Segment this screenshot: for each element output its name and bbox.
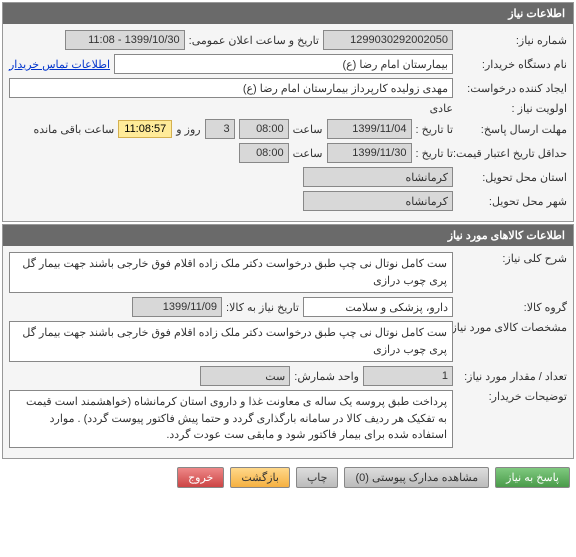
days-remain: 3 xyxy=(205,119,235,139)
priority-value: عادی xyxy=(430,102,453,115)
goods-header: اطلاعات کالاهای مورد نیاز xyxy=(3,225,573,246)
row-city: شهر محل تحویل: کرمانشاه xyxy=(9,191,567,211)
validity-date: 1399/11/30 xyxy=(327,143,412,163)
deadline-label: مهلت ارسال پاسخ: xyxy=(457,123,567,136)
row-deadline: مهلت ارسال پاسخ: تا تاریخ : 1399/11/04 س… xyxy=(9,119,567,139)
unit-label: واحد شمارش: xyxy=(294,370,359,383)
spec-label: مشخصات کالای مورد نیاز: xyxy=(457,321,567,334)
row-validity: حداقل تاریخ اعتبار قیمت: تا تاریخ : 1399… xyxy=(9,143,567,163)
spec-value: ست کامل نوتال نی چپ طبق درخواست دکتر ملک… xyxy=(9,321,453,362)
notes-label: توضیحات خریدار: xyxy=(457,390,567,403)
validity-time: 08:00 xyxy=(239,143,289,163)
qty-label: تعداد / مقدار مورد نیاز: xyxy=(457,370,567,383)
deadline-time: 08:00 xyxy=(239,119,289,139)
goods-body: شرح کلی نیاز: ست کامل نوتال نی چپ طبق در… xyxy=(3,246,573,458)
need-info-panel: اطلاعات نیاز شماره نیاز: 129903029200205… xyxy=(2,2,574,222)
deadline-date: 1399/11/04 xyxy=(327,119,412,139)
time-label-1: ساعت xyxy=(293,123,323,136)
province-label: استان محل تحویل: xyxy=(457,171,567,184)
exit-button[interactable]: خروج xyxy=(177,467,224,488)
row-group: گروه کالا: دارو، پزشکی و سلامت تاریخ نیا… xyxy=(9,297,567,317)
need-number-label: شماره نیاز: xyxy=(457,34,567,47)
announce-label: تاریخ و ساعت اعلان عمومی: xyxy=(189,34,319,47)
requester-value: مهدی زولیده کارپرداز بیمارستان امام رضا … xyxy=(9,78,453,98)
button-row: پاسخ به نیاز مشاهده مدارک پیوستی (0) چاپ… xyxy=(0,461,576,494)
attachments-button[interactable]: مشاهده مدارک پیوستی (0) xyxy=(344,467,489,488)
row-need-number: شماره نیاز: 1299030292002050 تاریخ و ساع… xyxy=(9,30,567,50)
desc-value: ست کامل نوتال نی چپ طبق درخواست دکتر ملک… xyxy=(9,252,453,293)
days-label: روز و xyxy=(176,123,200,136)
unit-value: ست xyxy=(200,366,290,386)
need-number-value: 1299030292002050 xyxy=(323,30,453,50)
row-desc: شرح کلی نیاز: ست کامل نوتال نی چپ طبق در… xyxy=(9,252,567,293)
row-qty: تعداد / مقدار مورد نیاز: 1 واحد شمارش: س… xyxy=(9,366,567,386)
priority-label: اولویت نیاز : xyxy=(457,102,567,115)
announce-value: 1399/10/30 - 11:08 xyxy=(65,30,185,50)
validity-label: حداقل تاریخ اعتبار قیمت: xyxy=(457,147,567,160)
need-info-body: شماره نیاز: 1299030292002050 تاریخ و ساع… xyxy=(3,24,573,221)
province-value: کرمانشاه xyxy=(303,167,453,187)
goods-panel: اطلاعات کالاهای مورد نیاز شرح کلی نیاز: … xyxy=(2,224,574,459)
remain-label: ساعت باقی مانده xyxy=(34,123,115,136)
row-priority: اولویت نیاز : عادی xyxy=(9,102,567,115)
to-label: تا تاریخ : xyxy=(416,123,453,136)
row-spec: مشخصات کالای مورد نیاز: ست کامل نوتال نی… xyxy=(9,321,567,362)
print-button[interactable]: چاپ xyxy=(296,467,339,488)
notes-value: پرداخت طبق پروسه یک ساله ی معاونت غذا و … xyxy=(9,390,453,448)
back-button[interactable]: بازگشت xyxy=(230,467,290,488)
buyer-value: بیمارستان امام رضا (ع) xyxy=(114,54,453,74)
group-label: گروه کالا: xyxy=(457,301,567,314)
goods-date-label: تاریخ نیاز به کالا: xyxy=(226,301,299,314)
reply-button[interactable]: پاسخ به نیاز xyxy=(495,467,570,488)
requester-label: ایجاد کننده درخواست: xyxy=(457,82,567,95)
buyer-label: نام دستگاه خریدار: xyxy=(457,58,567,71)
to-label-2: تا تاریخ : xyxy=(416,147,453,160)
row-buyer: نام دستگاه خریدار: بیمارستان امام رضا (ع… xyxy=(9,54,567,74)
group-value: دارو، پزشکی و سلامت xyxy=(303,297,453,317)
city-value: کرمانشاه xyxy=(303,191,453,211)
city-label: شهر محل تحویل: xyxy=(457,195,567,208)
row-notes: توضیحات خریدار: پرداخت طبق پروسه یک ساله… xyxy=(9,390,567,448)
contact-link[interactable]: اطلاعات تماس خریدار xyxy=(9,58,110,71)
desc-label: شرح کلی نیاز: xyxy=(457,252,567,265)
goods-date: 1399/11/09 xyxy=(132,297,222,317)
time-remain: 11:08:57 xyxy=(118,120,172,138)
time-label-2: ساعت xyxy=(293,147,323,160)
row-requester: ایجاد کننده درخواست: مهدی زولیده کارپردا… xyxy=(9,78,567,98)
row-province: استان محل تحویل: کرمانشاه xyxy=(9,167,567,187)
need-info-header: اطلاعات نیاز xyxy=(3,3,573,24)
qty-value: 1 xyxy=(363,366,453,386)
